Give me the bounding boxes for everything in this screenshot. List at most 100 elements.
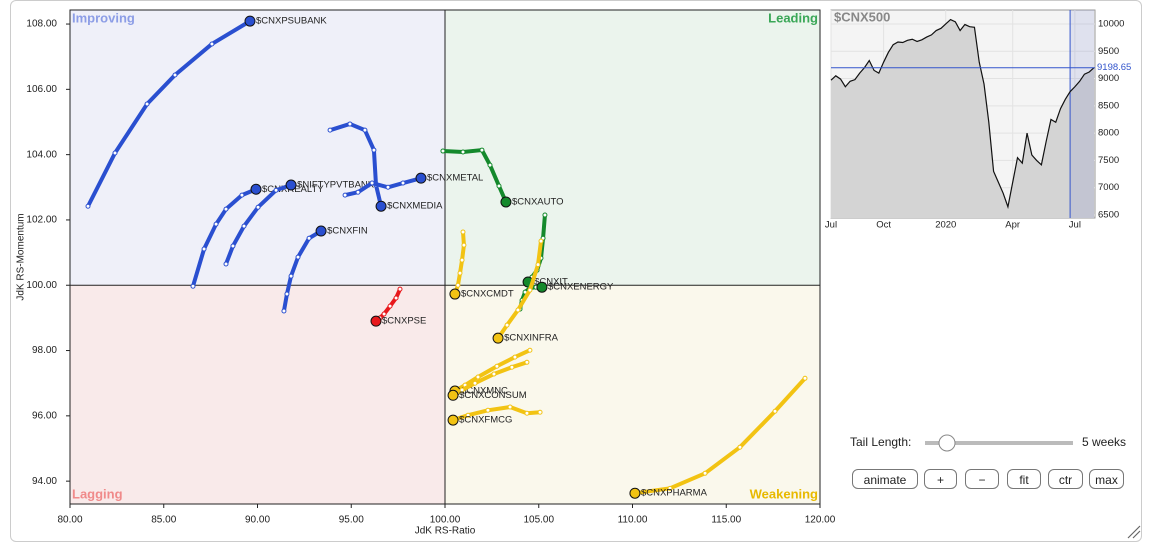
tail-point [457,270,463,276]
tail-point [496,183,502,189]
y-tick-label: 104.00 [26,149,57,160]
tail-point [542,212,548,218]
quadrant-label: Weakening [750,486,818,501]
y-axis-title: JdK RS-Momentum [16,213,27,300]
series-label: $CNXAUTO [512,196,564,207]
tail-point [737,444,743,450]
tail [328,121,384,209]
tail-point [400,180,406,186]
tail-point [527,347,533,353]
button[interactable]: + [924,469,957,489]
y-tick-label: 6500 [1098,210,1119,221]
tail-point [306,235,312,241]
x-tick-label: Jul [825,220,837,231]
series-label: $CNXCMDT [461,289,514,300]
x-tick-label: Jul [1069,220,1081,231]
tail-point [85,203,91,209]
y-tick-label: 102.00 [26,215,57,226]
tail-point [381,311,387,317]
y-tick-label: 94.00 [32,476,57,487]
series-label: $CNXPSE [382,316,426,327]
tail-point [239,192,245,198]
tail-point [535,262,541,268]
tail [496,239,543,341]
index-chart: 6500 7000 7500 8000 8500 9000 9500 10000 Jul Oct 2… [825,9,1131,230]
tail-point [112,150,118,156]
tail-point [494,363,500,369]
head-point [500,196,512,208]
tail-point [538,238,544,244]
head-point [250,183,262,195]
y-tick-label: 106.00 [26,84,57,95]
x-tick-label: 2020 [935,220,956,231]
tail-point [347,121,353,127]
tail-point [288,273,294,279]
series-label: $CNXMNC [461,386,508,397]
head-point [629,487,641,499]
x-tick-label: 90.00 [245,515,270,526]
head-point [536,281,548,293]
head-point [447,414,459,426]
area [831,19,1094,218]
button[interactable]: animate [852,469,918,489]
tail-point [507,404,513,410]
tail-point [223,261,229,267]
head-point [415,172,427,184]
tail-point [213,221,219,227]
quadrant [445,10,820,286]
tail-point [201,246,207,252]
tail-point [209,41,215,47]
x-tick-label: 105.00 [523,515,554,526]
series-label: $CNXFIN [327,226,368,237]
tail-point [772,408,778,414]
tail-point [355,189,361,195]
series-label: $CNXFMCG [459,415,512,426]
tail-point [255,204,261,210]
button[interactable]: fit [1007,469,1041,489]
series-label: $NIFTYPVTBANK [297,180,375,191]
tail [632,376,807,496]
tail [86,19,252,209]
tail-point [362,127,368,133]
price-line [830,18,1095,210]
tail-length-value: 5 weeks [1082,435,1126,449]
tail-point [667,485,673,491]
tail [440,148,508,204]
y-tick-label: 8000 [1098,128,1119,139]
tail-point [369,180,375,186]
x-tick-label: 95.00 [339,515,364,526]
tail-point [802,375,808,381]
app-frame [10,0,1142,542]
tail-point [385,184,391,190]
y-tick-label: 96.00 [32,410,57,421]
tail-point [230,243,236,249]
button[interactable]: ctr [1048,469,1083,489]
tail-point [397,286,403,292]
quadrant-label: Leading [768,10,818,25]
resize-handle[interactable] [1127,525,1141,539]
quadrant [70,285,445,504]
tail-point [524,410,530,416]
tail-point [465,412,471,418]
tail-point [144,101,150,107]
series-label: $CNXIT [534,276,568,287]
tail-point [487,162,493,168]
slider-knob[interactable] [938,434,956,452]
button[interactable]: max [1089,469,1124,489]
tail-highlight [1070,10,1094,218]
tail-point [504,322,510,328]
head-point [370,315,382,327]
button[interactable]: − [965,469,999,489]
x-tick-label: Apr [1005,220,1020,231]
head-point [285,179,297,191]
tail-point [537,409,543,415]
tail-point [702,470,708,476]
tail-point [472,380,478,386]
head-point [449,288,461,300]
y-tick-label: 9500 [1098,46,1119,57]
series-label: $CNXINFRA [504,333,559,344]
head-point [492,332,504,344]
series-label: $CNXPSUBANK [256,16,327,27]
tail-point [342,192,348,198]
